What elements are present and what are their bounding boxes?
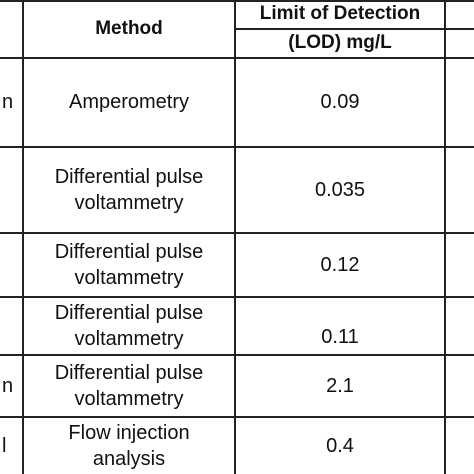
cell-text: l bbox=[2, 434, 7, 457]
cell-text: 0.12 bbox=[320, 253, 360, 276]
cell-text: Differential pulse bbox=[54, 361, 204, 384]
cell-text: voltammetry bbox=[74, 191, 184, 214]
table-row-fragment: n bbox=[0, 355, 22, 416]
column-divider bbox=[444, 0, 446, 474]
cell-text: voltammetry bbox=[74, 387, 184, 410]
cell-text: Differential pulse bbox=[54, 240, 204, 263]
table-row-fragment: n bbox=[0, 58, 22, 146]
table-cell-lod: 2.1 bbox=[236, 355, 444, 416]
cell-text: 0.11 bbox=[321, 326, 359, 348]
row-divider bbox=[0, 416, 474, 418]
row-divider bbox=[0, 146, 474, 148]
table-cell-method: Differential pulse voltammetry bbox=[24, 297, 234, 354]
header-method: Method bbox=[24, 0, 234, 57]
row-divider bbox=[234, 28, 474, 30]
table-cell-lod: 0.11 bbox=[236, 297, 444, 354]
column-divider bbox=[234, 0, 236, 474]
table-cell-method: Differential pulse voltammetry bbox=[24, 355, 234, 416]
cell-text: 0.4 bbox=[326, 434, 354, 457]
table-cell-lod: 0.035 bbox=[236, 147, 444, 232]
header-lod-line2: (LOD) mg/L bbox=[236, 29, 444, 57]
cell-text: Differential pulse bbox=[54, 165, 204, 188]
header-method-label: Method bbox=[95, 17, 163, 39]
cell-text: voltammetry bbox=[74, 266, 184, 289]
cell-text: Differential pulse bbox=[54, 301, 204, 324]
table-cell-lod: 0.12 bbox=[236, 233, 444, 296]
row-divider bbox=[0, 57, 474, 59]
row-divider bbox=[0, 296, 474, 298]
cell-text: Flow injection bbox=[68, 421, 190, 444]
column-divider bbox=[22, 0, 24, 474]
table-row-fragment: l bbox=[0, 417, 22, 474]
cell-text: analysis bbox=[92, 447, 166, 470]
row-divider bbox=[0, 232, 474, 234]
cell-text: Amperometry bbox=[68, 91, 190, 113]
table-cell-method: Differential pulse voltammetry bbox=[24, 233, 234, 296]
cell-text: n bbox=[2, 91, 14, 113]
row-divider bbox=[0, 354, 474, 356]
table-cell-method: Flow injection analysis bbox=[24, 417, 234, 474]
table-cell-method: Differential pulse voltammetry bbox=[24, 147, 234, 232]
row-divider bbox=[0, 0, 474, 2]
cell-text: 0.09 bbox=[320, 91, 360, 113]
table-cell-lod: 0.4 bbox=[236, 417, 444, 474]
cell-text: 2.1 bbox=[326, 374, 354, 397]
header-lod-label-line1: Limit of Detection bbox=[259, 3, 421, 24]
header-lod-line1: Limit of Detection bbox=[236, 0, 444, 28]
header-lod-label-line2: (LOD) mg/L bbox=[288, 32, 392, 53]
cell-text: voltammetry bbox=[74, 327, 184, 350]
cell-text: 0.035 bbox=[314, 178, 366, 201]
table-cell-method: Amperometry bbox=[24, 58, 234, 146]
cell-text: n bbox=[2, 374, 14, 397]
table-cell-lod: 0.09 bbox=[236, 58, 444, 146]
